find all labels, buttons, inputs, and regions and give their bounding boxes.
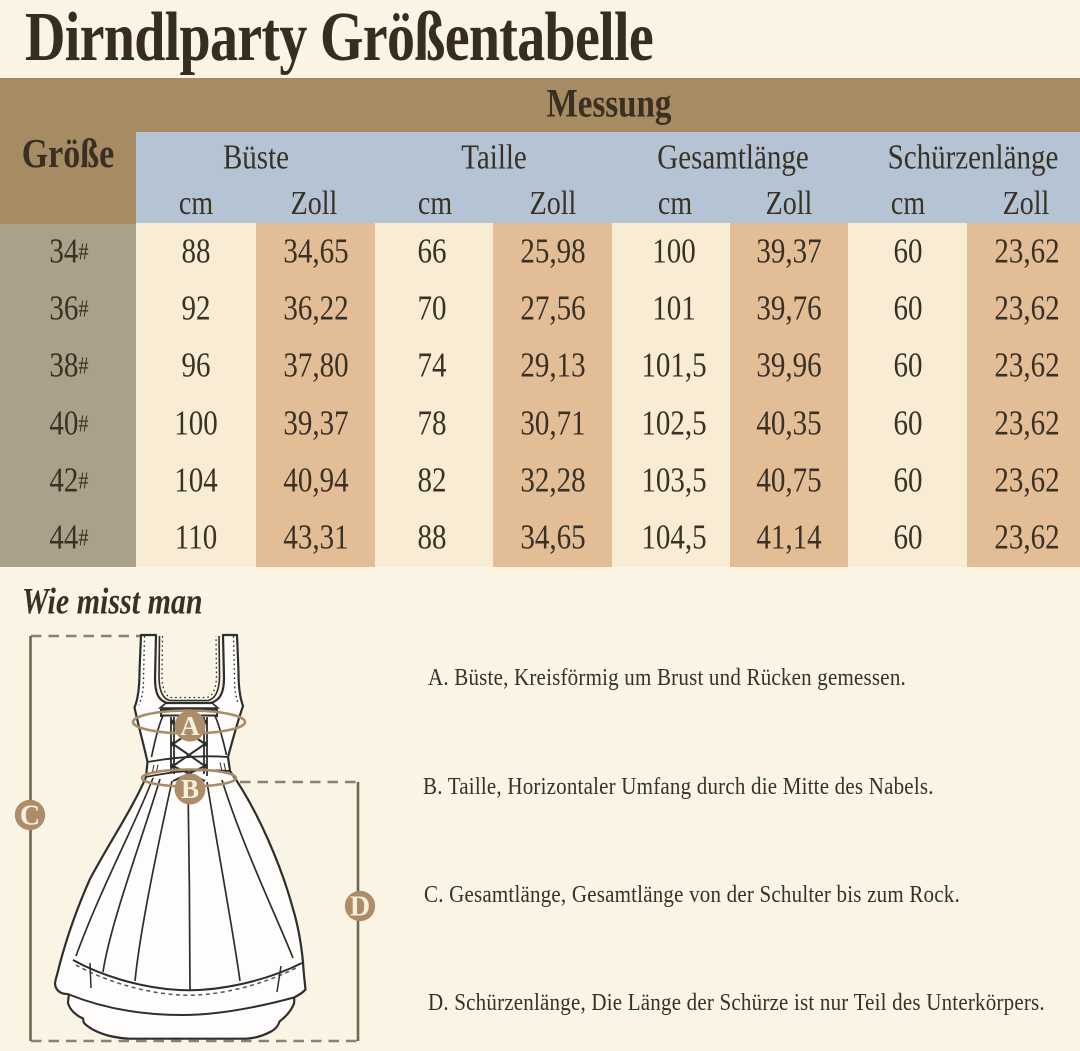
- svg-text:A: A: [180, 711, 200, 741]
- svg-text:B: B: [181, 774, 199, 804]
- svg-text:C: C: [20, 801, 40, 832]
- svg-text:D: D: [350, 892, 370, 923]
